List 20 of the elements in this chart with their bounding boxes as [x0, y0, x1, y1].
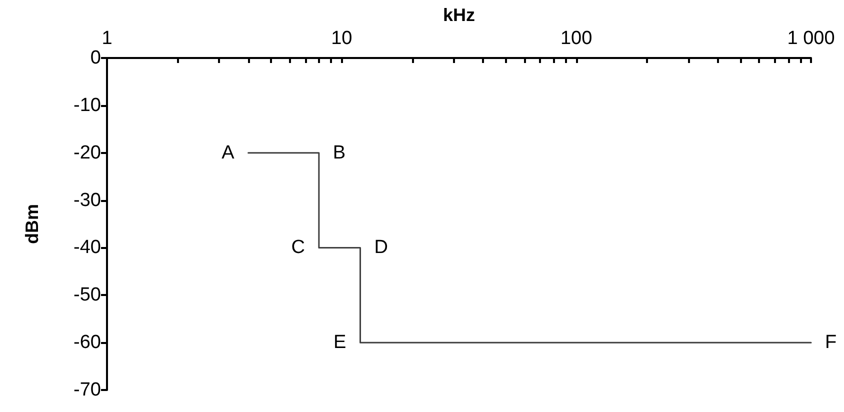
x-tick-label: 100 — [560, 28, 592, 49]
y-tick-label: -10 — [74, 94, 101, 116]
annotation: D — [374, 237, 388, 258]
annotation: F — [825, 332, 837, 354]
x-axis-title: kHz — [442, 5, 476, 25]
y-tick-label: -20 — [74, 142, 101, 164]
annotation: A — [222, 142, 235, 164]
y-tick-label: -40 — [74, 237, 101, 258]
y-axis-title: dBm — [22, 204, 42, 244]
y-tick-label: -60 — [74, 332, 101, 354]
x-tick-label: 1 000 — [787, 28, 835, 49]
x-tick-label: 10 — [331, 28, 352, 49]
annotation: B — [332, 142, 346, 164]
y-tick-label: -50 — [74, 284, 101, 306]
y-tick-label: -70 — [74, 380, 101, 400]
annotation: C — [291, 237, 305, 258]
annotation: E — [334, 332, 346, 354]
y-tick-label: -30 — [74, 190, 101, 211]
x-tick-label: 1 — [102, 28, 112, 49]
y-tick-label: 0 — [90, 48, 101, 68]
